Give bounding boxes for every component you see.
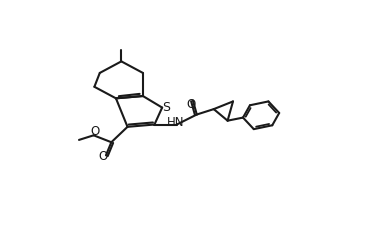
Text: O: O bbox=[98, 150, 107, 163]
Text: HN: HN bbox=[166, 116, 184, 129]
Text: S: S bbox=[162, 101, 170, 114]
Text: O: O bbox=[91, 125, 100, 138]
Text: O: O bbox=[187, 98, 196, 111]
